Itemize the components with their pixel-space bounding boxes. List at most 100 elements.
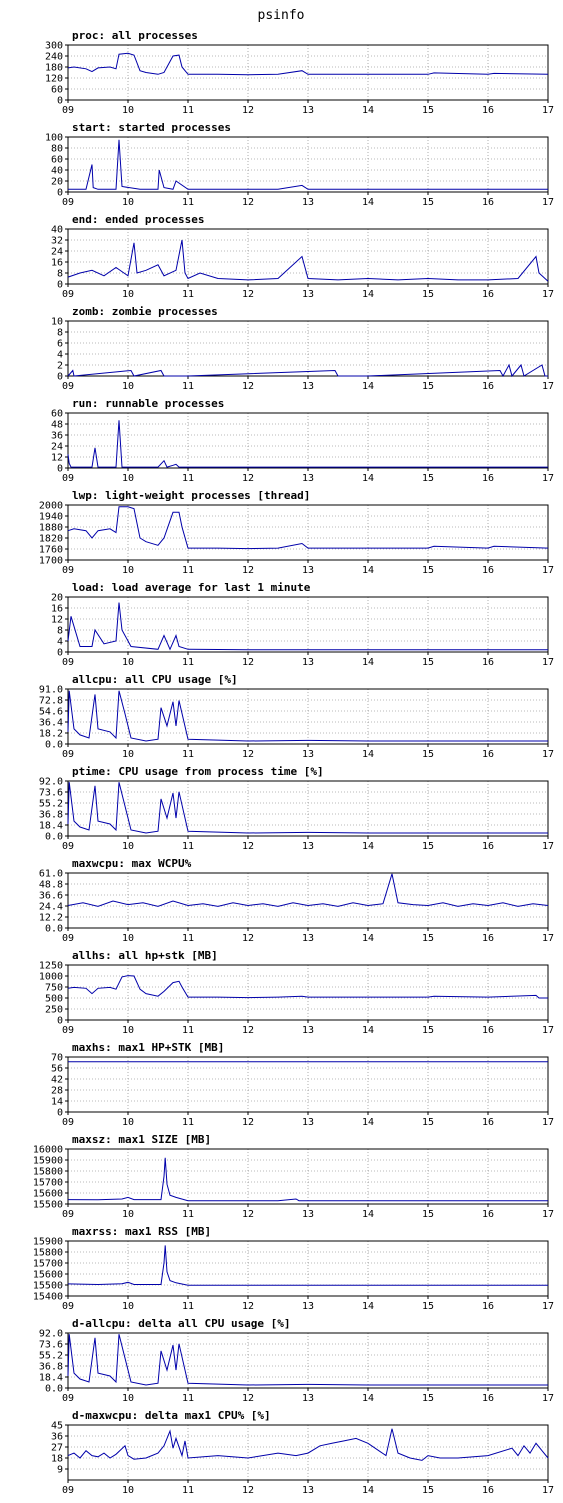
y-tick-label: 2: [57, 361, 63, 372]
plot-frame: [67, 596, 549, 653]
panel-title: allhs: all hp+stk [MB]: [72, 949, 218, 962]
plot-frame: [67, 964, 549, 1021]
y-tick-label: 500: [45, 994, 63, 1005]
x-tick-label: 12: [242, 1301, 254, 1312]
x-tick-label: 13: [302, 1301, 314, 1312]
plot-frame: [67, 1424, 549, 1481]
x-tick-label: 16: [482, 657, 494, 668]
plot-frame: [67, 320, 549, 377]
y-tick-label: 14: [51, 1097, 63, 1108]
y-tick-label: 240: [45, 52, 63, 63]
x-tick-label: 17: [542, 381, 554, 392]
x-tick-label: 15: [422, 657, 434, 668]
y-tick-label: 15600: [33, 1270, 63, 1281]
x-tick-label: 09: [62, 105, 74, 116]
y-tick-label: 73.6: [39, 788, 63, 799]
y-tick-label: 36.8: [39, 810, 63, 821]
y-tick-label: 36.6: [39, 891, 63, 902]
y-tick-label: 8: [57, 269, 63, 280]
x-tick-label: 09: [62, 1301, 74, 1312]
x-tick-label: 09: [62, 381, 74, 392]
x-tick-label: 13: [302, 197, 314, 208]
plot-frame: [67, 1148, 549, 1205]
x-tick-label: 10: [122, 289, 134, 300]
y-tick-label: 15900: [33, 1156, 63, 1167]
panel-title: run: runnable processes: [72, 397, 224, 410]
y-tick-label: 18.4: [39, 821, 63, 832]
x-tick-label: 12: [242, 1117, 254, 1128]
x-tick-label: 17: [542, 749, 554, 760]
y-tick-label: 36: [51, 1432, 63, 1443]
x-tick-label: 10: [122, 105, 134, 116]
x-tick-label: 14: [362, 197, 374, 208]
x-tick-label: 11: [182, 841, 194, 852]
x-tick-label: 12: [242, 1485, 254, 1496]
y-tick-label: 42: [51, 1075, 63, 1086]
y-tick-label: 12: [51, 453, 63, 464]
y-tick-label: 0: [57, 464, 63, 475]
y-tick-label: 15400: [33, 1292, 63, 1303]
panel-title: end: ended processes: [72, 213, 204, 226]
y-tick-label: 6: [57, 339, 63, 350]
x-tick-label: 17: [542, 289, 554, 300]
y-tick-label: 18.2: [39, 729, 63, 740]
x-tick-label: 17: [542, 933, 554, 944]
y-tick-label: 72.8: [39, 696, 63, 707]
x-tick-label: 14: [362, 1117, 374, 1128]
x-tick-label: 14: [362, 841, 374, 852]
x-tick-label: 14: [362, 1301, 374, 1312]
x-tick-label: 14: [362, 1025, 374, 1036]
plot-frame: [67, 1056, 549, 1113]
y-tick-label: 45: [51, 1421, 63, 1432]
series-line: [67, 873, 549, 907]
panel-title: maxhs: max1 HP+STK [MB]: [72, 1041, 224, 1054]
x-tick-label: 09: [62, 1209, 74, 1220]
x-tick-label: 16: [482, 933, 494, 944]
x-tick-label: 14: [362, 381, 374, 392]
x-tick-label: 16: [482, 105, 494, 116]
x-tick-label: 12: [242, 565, 254, 576]
x-tick-label: 11: [182, 1209, 194, 1220]
x-tick-label: 13: [302, 1025, 314, 1036]
y-tick-label: 120: [45, 74, 63, 85]
y-tick-label: 15900: [33, 1237, 63, 1248]
y-tick-label: 9: [57, 1465, 63, 1476]
series-line: [67, 363, 548, 378]
x-tick-label: 10: [122, 1117, 134, 1128]
y-tick-label: 91.0: [39, 685, 63, 696]
y-tick-label: 18.4: [39, 1373, 63, 1384]
y-tick-label: 36: [51, 431, 63, 442]
x-tick-label: 09: [62, 749, 74, 760]
x-tick-label: 13: [302, 105, 314, 116]
y-tick-label: 0: [57, 188, 63, 199]
x-tick-label: 14: [362, 1209, 374, 1220]
x-tick-label: 13: [302, 1393, 314, 1404]
y-tick-label: 27: [51, 1443, 63, 1454]
series-line: [67, 1157, 548, 1202]
x-tick-label: 12: [242, 1393, 254, 1404]
chart-panel: ptime: CPU usage from process time [%] 09…: [39, 765, 554, 852]
chart-panel: maxsz: max1 SIZE [MB] 09 10 11 12 13 14 15 16 17 1…: [33, 1133, 554, 1220]
y-tick-label: 15700: [33, 1259, 63, 1270]
x-tick-label: 17: [542, 1485, 554, 1496]
y-tick-label: 0: [57, 372, 63, 383]
x-tick-label: 11: [182, 1485, 194, 1496]
x-tick-label: 11: [182, 289, 194, 300]
series-line: [67, 1334, 548, 1386]
y-tick-label: 1700: [39, 556, 63, 567]
x-tick-label: 12: [242, 657, 254, 668]
x-tick-label: 11: [182, 381, 194, 392]
y-tick-label: 4: [57, 350, 63, 361]
x-tick-label: 17: [542, 1209, 554, 1220]
chart-panel: run: runnable processes 09 10 11 12 13 14 15 16 1…: [51, 397, 554, 484]
series-line: [67, 690, 548, 742]
x-tick-label: 15: [422, 197, 434, 208]
panel-title: proc: all processes: [72, 29, 198, 42]
x-tick-label: 16: [482, 197, 494, 208]
y-tick-label: 4: [57, 637, 63, 648]
x-tick-label: 10: [122, 1393, 134, 1404]
x-tick-label: 13: [302, 1209, 314, 1220]
y-tick-label: 0: [57, 648, 63, 659]
x-tick-label: 12: [242, 197, 254, 208]
